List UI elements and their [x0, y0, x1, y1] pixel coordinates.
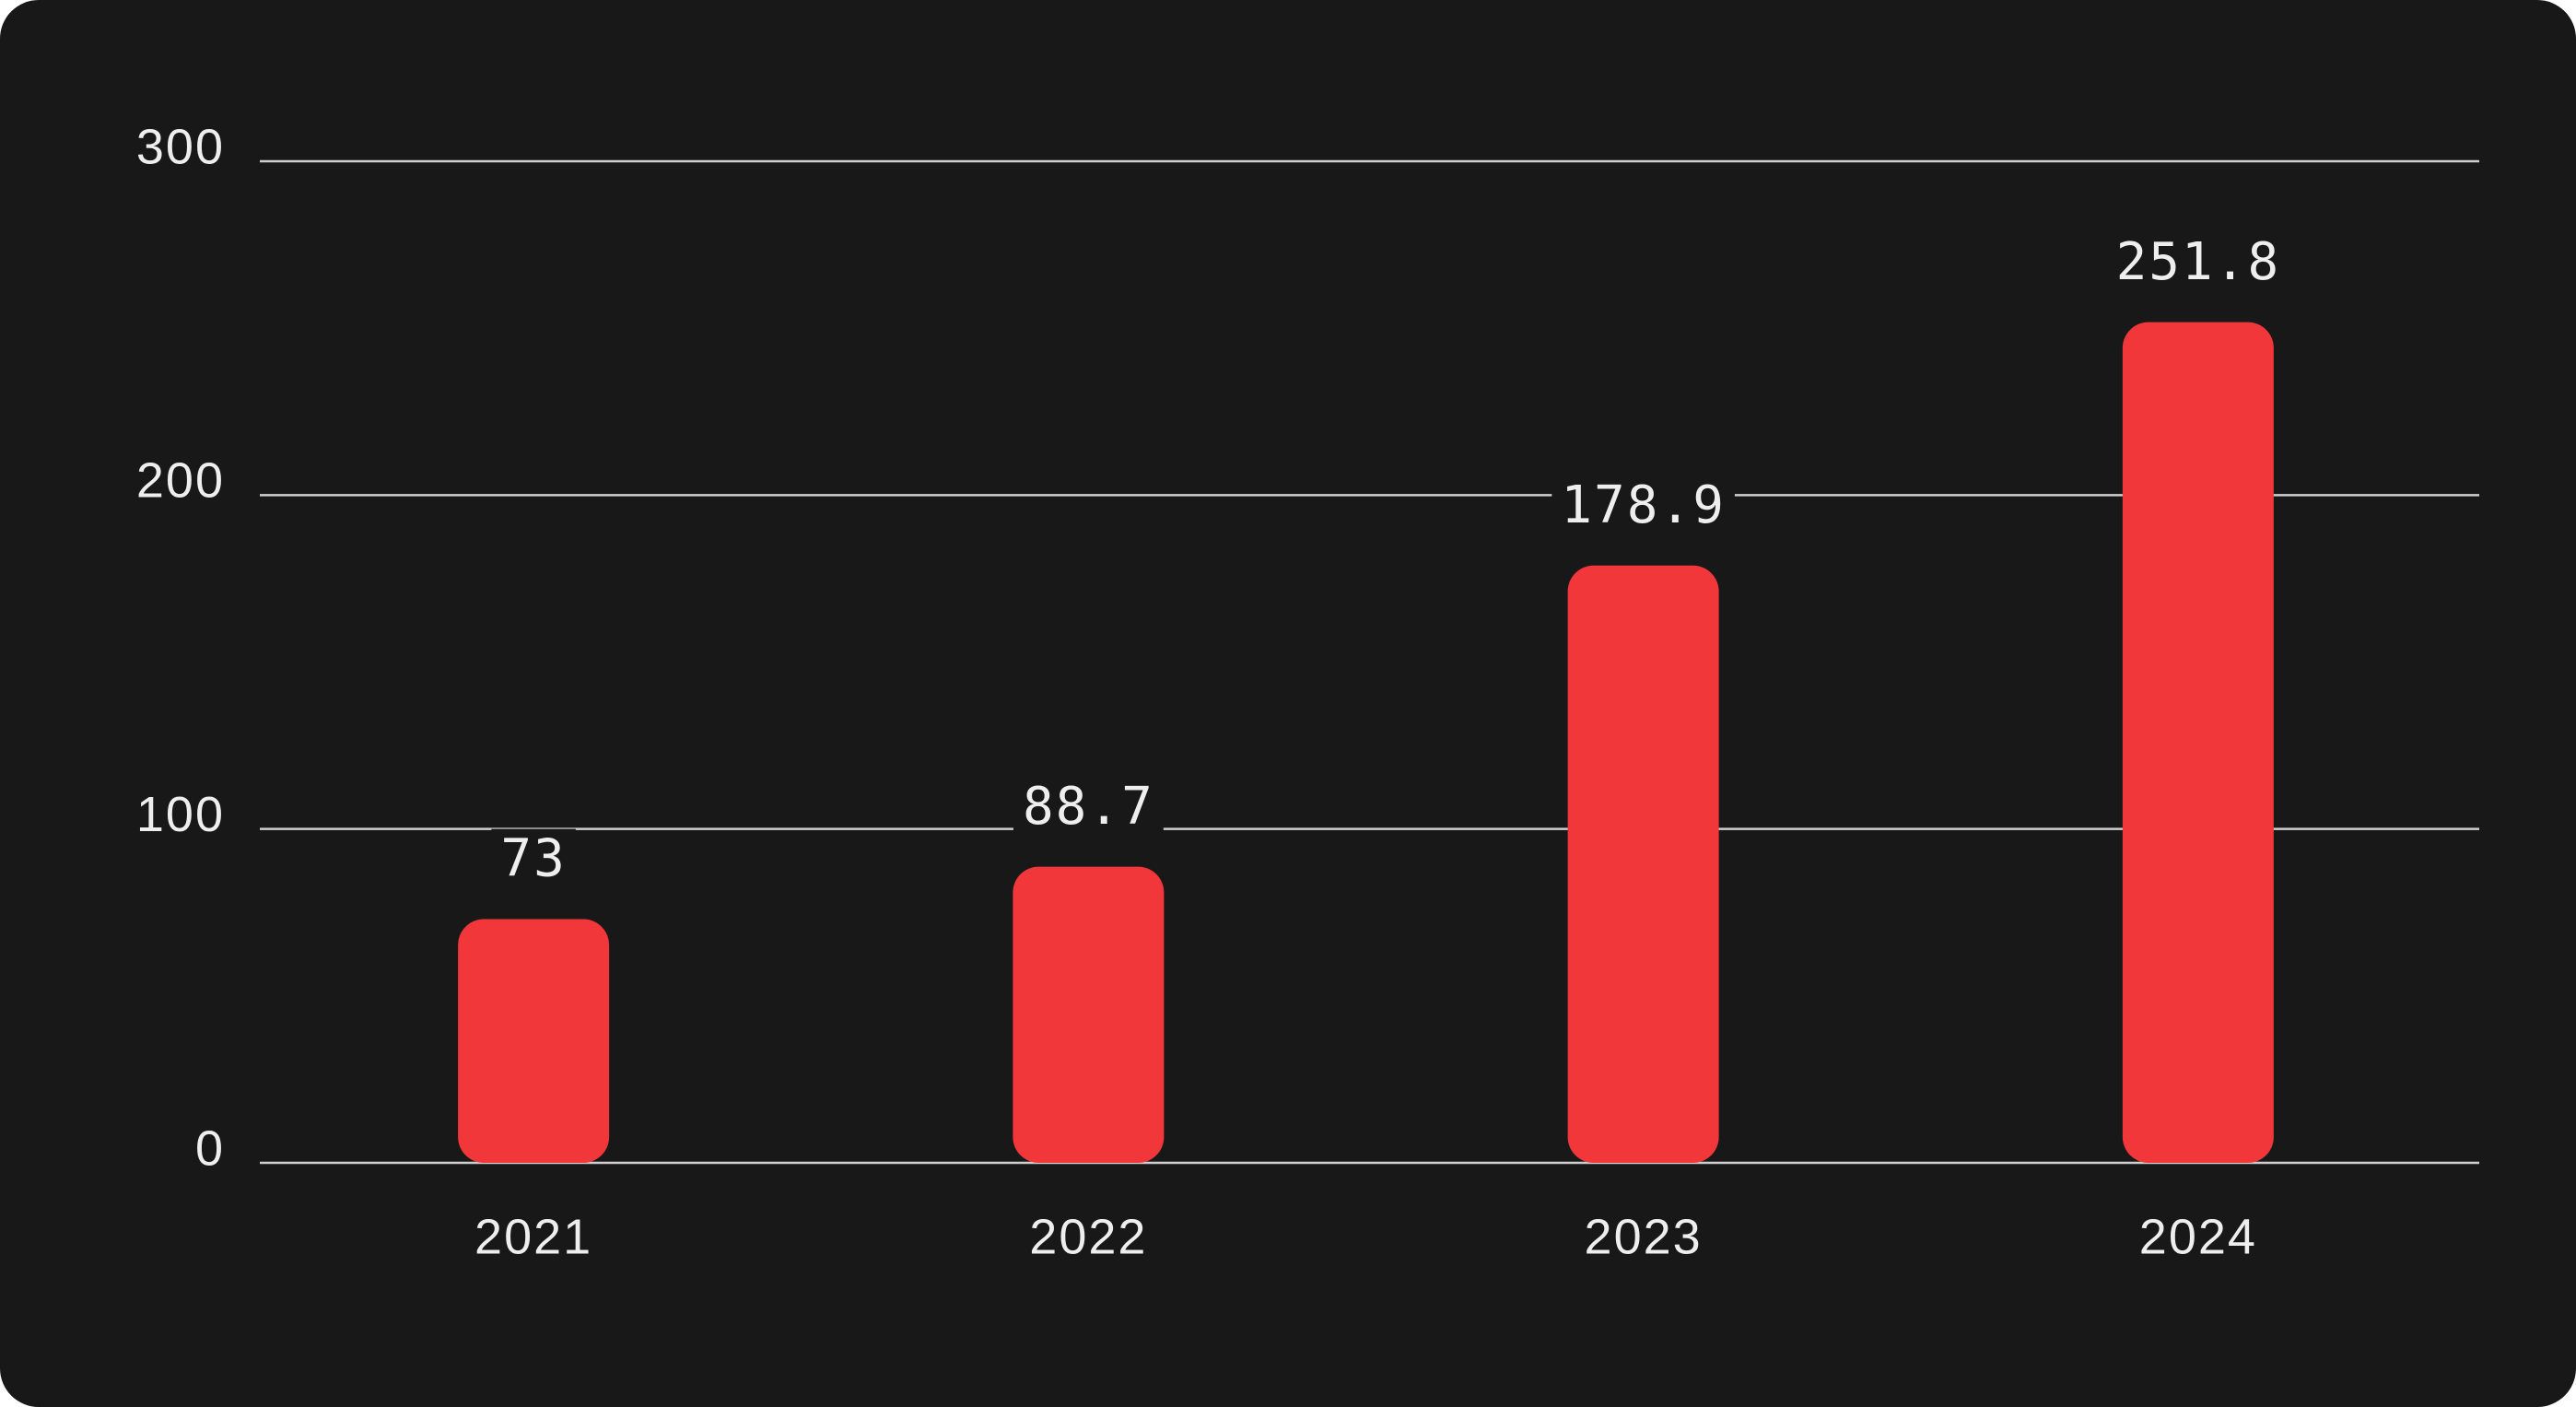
- value-label-background: [1551, 475, 1735, 535]
- bar: [458, 919, 610, 1163]
- value-label-background: [491, 828, 576, 889]
- value-label: 73: [500, 829, 566, 889]
- bar: [1567, 565, 1719, 1163]
- value-label-background: [2106, 231, 2290, 292]
- value-label: 88.7: [1023, 777, 1154, 837]
- y-tick-label: 300: [136, 119, 225, 174]
- y-tick-label: 100: [136, 787, 225, 842]
- x-tick-label: 2021: [474, 1209, 592, 1264]
- y-tick-label: 0: [195, 1120, 225, 1176]
- bar: [2122, 322, 2274, 1163]
- x-tick-label: 2022: [1029, 1209, 1147, 1264]
- value-label: 178.9: [1561, 475, 1726, 535]
- value-label: 251.8: [2116, 232, 2281, 292]
- x-tick-label: 2023: [1585, 1209, 1703, 1264]
- x-tick-label: 2024: [2139, 1209, 2257, 1264]
- y-tick-label: 200: [136, 453, 225, 509]
- value-label-background: [1013, 776, 1164, 837]
- bar: [1013, 866, 1165, 1163]
